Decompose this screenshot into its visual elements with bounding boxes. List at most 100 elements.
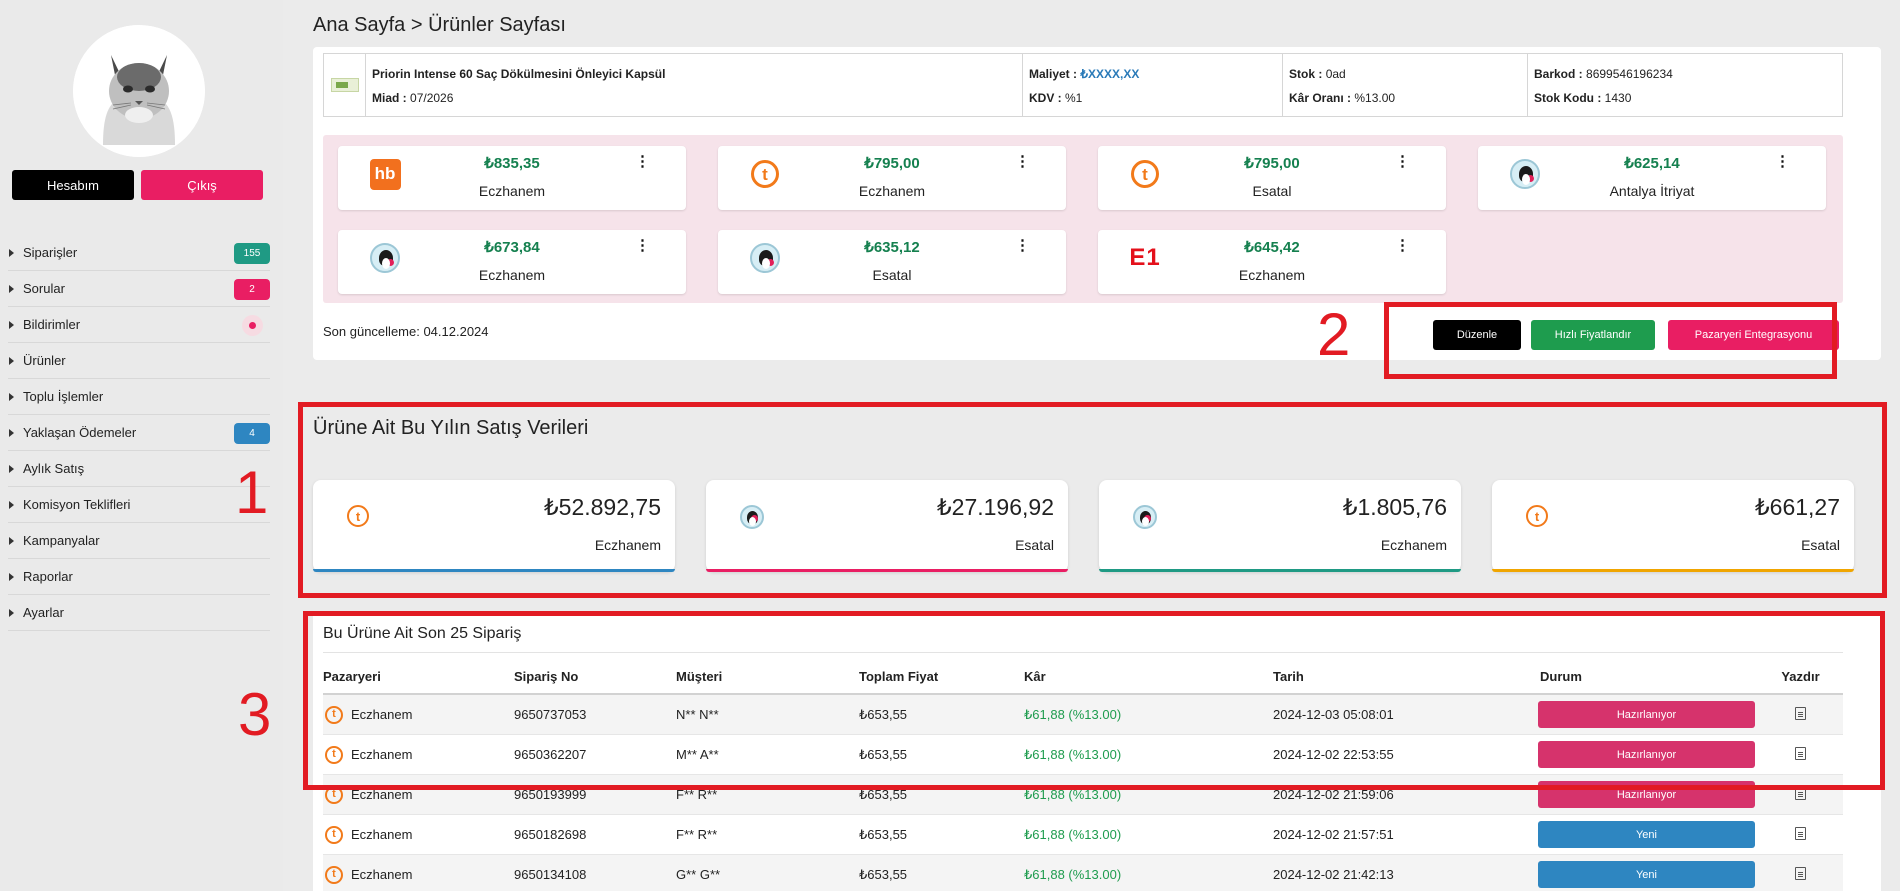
marketplace-card[interactable]: ₺673,84 Eczhanem ⋮: [338, 230, 686, 294]
sidebar: Hesabım Çıkış Siparişler 155 Sorular 2 Bil…: [0, 0, 283, 891]
order-date: 2024-12-02 22:53:55: [1273, 734, 1538, 775]
sidebar-nav: Siparişler 155 Sorular 2 Bildirimler Ürünl…: [8, 235, 270, 631]
marketplace-card[interactable]: hb ₺835,35 Eczhanem ⋮: [338, 146, 686, 210]
sales-accent-bar: [1099, 569, 1461, 572]
column-header[interactable]: Tarih: [1273, 660, 1538, 695]
order-number[interactable]: 9650362207: [514, 734, 676, 775]
sales-shop: Esatal: [1015, 537, 1054, 553]
marketplace-name: Eczhanem: [351, 787, 413, 802]
more-options-icon[interactable]: ⋮: [1395, 153, 1410, 170]
more-options-icon[interactable]: ⋮: [1775, 153, 1790, 170]
print-document-icon[interactable]: [1795, 866, 1806, 880]
hepsiburada-logo-icon: hb: [369, 158, 401, 190]
sidebar-item-label: Ayarlar: [23, 605, 64, 620]
sidebar-item-monthly-sales[interactable]: Aylık Satış: [8, 451, 270, 487]
product-image-icon: [330, 78, 359, 92]
orders-table: Pazaryeri Sipariş No Müşteri Toplam Fiya…: [323, 660, 1843, 891]
sidebar-item-settings[interactable]: Ayarlar: [8, 595, 270, 631]
table-row[interactable]: t Eczhanem 9650362207 M** A** ₺653,55 ₺61…: [323, 734, 1843, 775]
sidebar-item-commission-offers[interactable]: Komisyon Teklifleri: [8, 487, 270, 523]
logo-wrap: t: [1526, 505, 1548, 527]
table-row[interactable]: t Eczhanem 9650134108 G** G** ₺653,55 ₺61…: [323, 854, 1843, 891]
marketplace-shop: Eczhanem: [858, 183, 926, 199]
trendyol-logo-icon: t: [325, 825, 343, 844]
column-header[interactable]: Toplam Fiyat: [859, 660, 1024, 695]
more-options-icon[interactable]: ⋮: [1015, 153, 1030, 170]
marketplace-card[interactable]: E1 ₺645,42 Eczhanem ⋮: [1098, 230, 1446, 294]
column-header[interactable]: Yazdır: [1758, 660, 1843, 695]
orders-section: Bu Ürüne Ait Son 25 Sipariş Pazaryeri Si…: [313, 612, 1881, 891]
marketplace-shop: Antalya İtriyat: [1609, 183, 1695, 199]
order-number[interactable]: 9650193999: [514, 774, 676, 815]
caret-right-icon: [9, 464, 14, 473]
sidebar-item-label: Kampanyalar: [23, 533, 100, 548]
status-badge[interactable]: Yeni: [1538, 821, 1755, 848]
status-badge[interactable]: Hazırlanıyor: [1538, 701, 1755, 728]
product-card: Priorin Intense 60 Saç Dökülmesini Önley…: [313, 47, 1881, 360]
column-header[interactable]: Durum: [1538, 660, 1758, 695]
stock-code-label: Stok Kodu :: [1534, 91, 1602, 105]
sidebar-item-campaigns[interactable]: Kampanyalar: [8, 523, 270, 559]
status-badge[interactable]: Hazırlanıyor: [1538, 741, 1755, 768]
more-options-icon[interactable]: ⋮: [635, 237, 650, 254]
cost-value[interactable]: ₺XXXX,XX: [1080, 67, 1140, 81]
sidebar-item-reports[interactable]: Raporlar: [8, 559, 270, 595]
sidebar-item-products[interactable]: Ürünler: [8, 343, 270, 379]
marketplace-cell: t Eczhanem: [323, 735, 514, 774]
total-price: ₺653,55: [859, 694, 1024, 735]
marketplace-name: Eczhanem: [351, 707, 413, 722]
sales-shop: Eczhanem: [594, 537, 661, 553]
customer-name: N** N**: [676, 694, 859, 735]
margin-value: %13.00: [1354, 91, 1396, 105]
marketplace-integration-button[interactable]: Pazaryeri Entegrasyonu: [1668, 320, 1839, 350]
quick-price-button[interactable]: Hızlı Fiyatlandır: [1531, 320, 1655, 350]
logo-wrap: [1133, 505, 1157, 529]
marketplace-cell: t Eczhanem: [323, 815, 514, 854]
account-button[interactable]: Hesabım: [12, 170, 134, 200]
sales-shop: Esatal: [1801, 537, 1840, 553]
sidebar-item-bulk-operations[interactable]: Toplu İşlemler: [8, 379, 270, 415]
logout-button[interactable]: Çıkış: [141, 170, 263, 200]
orders-count-badge: 155: [234, 243, 270, 264]
sales-card: t ₺52.892,75 Eczhanem: [313, 480, 675, 572]
marketplace-card[interactable]: t ₺795,00 Eczhanem ⋮: [718, 146, 1066, 210]
sidebar-item-upcoming-payments[interactable]: Yaklaşan Ödemeler 4: [8, 415, 270, 451]
order-number[interactable]: 9650182698: [514, 814, 676, 855]
marketplace-card[interactable]: t ₺795,00 Esatal ⋮: [1098, 146, 1446, 210]
more-options-icon[interactable]: ⋮: [635, 153, 650, 170]
column-header[interactable]: Kâr: [1024, 660, 1273, 695]
marketplace-card[interactable]: ₺625,14 Antalya İtriyat ⋮: [1478, 146, 1826, 210]
table-row[interactable]: t Eczhanem 9650737053 N** N** ₺653,55 ₺61…: [323, 694, 1843, 735]
order-date: 2024-12-02 21:59:06: [1273, 774, 1538, 815]
marketplace-shop: Eczhanem: [1238, 267, 1306, 283]
print-document-icon[interactable]: [1795, 706, 1806, 720]
logo-wrap: [368, 241, 402, 275]
product-info-table: Priorin Intense 60 Saç Dökülmesini Önley…: [323, 53, 1843, 117]
order-date: 2024-12-02 21:42:13: [1273, 854, 1538, 891]
table-row[interactable]: t Eczhanem 9650193999 F** R** ₺653,55 ₺61…: [323, 774, 1843, 815]
table-header-row: Pazaryeri Sipariş No Müşteri Toplam Fiya…: [323, 660, 1843, 695]
customer-name: F** R**: [676, 814, 859, 855]
print-document-icon[interactable]: [1795, 746, 1806, 760]
payments-count-badge: 4: [234, 423, 270, 444]
status-badge[interactable]: Yeni: [1538, 861, 1755, 888]
edit-button[interactable]: Düzenle: [1433, 320, 1521, 350]
more-options-icon[interactable]: ⋮: [1395, 237, 1410, 254]
profit-value: ₺61,88 (%13.00): [1024, 774, 1273, 815]
table-row[interactable]: t Eczhanem 9650182698 F** R** ₺653,55 ₺61…: [323, 814, 1843, 855]
column-header[interactable]: Pazaryeri: [323, 660, 514, 695]
avatar: [73, 25, 205, 157]
sidebar-item-notifications[interactable]: Bildirimler: [8, 307, 270, 343]
sales-shop: Eczhanem: [1380, 537, 1447, 553]
marketplace-card[interactable]: ₺635,12 Esatal ⋮: [718, 230, 1066, 294]
sidebar-item-orders[interactable]: Siparişler 155: [8, 235, 270, 271]
caret-right-icon: [9, 392, 14, 401]
sidebar-item-questions[interactable]: Sorular 2: [8, 271, 270, 307]
column-header[interactable]: Sipariş No: [514, 660, 676, 695]
marketplace-price: ₺795,00: [1244, 155, 1300, 172]
column-header[interactable]: Müşteri: [676, 660, 859, 695]
order-number[interactable]: 9650737053: [514, 694, 676, 735]
more-options-icon[interactable]: ⋮: [1015, 237, 1030, 254]
print-document-icon[interactable]: [1795, 826, 1806, 840]
order-number[interactable]: 9650134108: [514, 854, 676, 891]
